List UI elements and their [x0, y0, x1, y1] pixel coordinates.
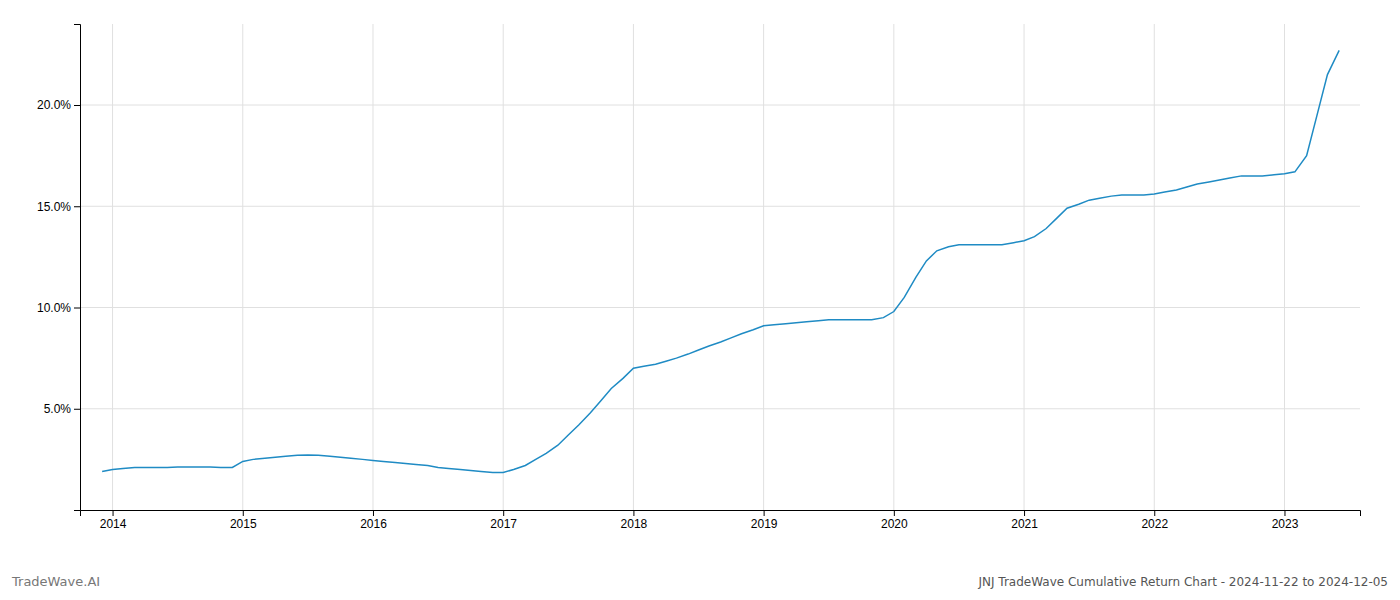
x-tick-label: 2021	[1011, 517, 1038, 531]
x-tick: 2022	[1141, 510, 1168, 531]
y-grid-line	[80, 408, 1360, 409]
x-tick: 2014	[100, 510, 127, 531]
y-axis: 5.0% 10.0% 15.0% 20.0%	[37, 25, 81, 511]
y-tick-label: 5.0%	[44, 402, 72, 416]
x-tick: 2016	[360, 510, 387, 531]
x-grid-line	[893, 24, 894, 510]
y-grid-line	[80, 206, 1360, 207]
x-tick-mark	[894, 510, 895, 516]
x-tick: 2015	[230, 510, 257, 531]
x-tick-mark	[633, 510, 634, 516]
x-grid-line	[372, 24, 373, 510]
x-grid-line	[633, 24, 634, 510]
x-grid-line	[503, 24, 504, 510]
y-tick-label: 15.0%	[37, 200, 71, 214]
x-tick-mark	[243, 510, 244, 516]
line	[102, 50, 1339, 472]
x-tick: 2019	[751, 510, 778, 531]
x-tick-label: 2020	[881, 517, 908, 531]
x-tick-label: 2016	[360, 517, 387, 531]
y-axis-line	[74, 25, 81, 511]
x-grid-line	[242, 24, 243, 510]
x-grid-line	[112, 24, 113, 510]
y-tick: 10.0%	[37, 301, 80, 315]
x-grid-line	[763, 24, 764, 510]
y-tick: 5.0%	[44, 402, 80, 416]
x-grid-line	[1024, 24, 1025, 510]
x-tick-mark	[113, 510, 114, 516]
x-tick-label: 2014	[100, 517, 127, 531]
x-tick-mark	[1284, 510, 1285, 516]
watermark: TradeWave.AI	[11, 574, 100, 589]
x-tick-label: 2022	[1141, 517, 1168, 531]
title: JNJ TradeWave Cumulative Return Chart - …	[978, 575, 1389, 589]
y-tick-mark	[74, 206, 80, 207]
x-tick-mark	[1024, 510, 1025, 516]
plot: 2014 2015 2016 2017 2018 2019 2020 2021 2022 2023…	[37, 24, 1361, 531]
grid	[80, 24, 1360, 510]
x-tick: 2020	[881, 510, 908, 531]
y-tick-mark	[74, 105, 80, 106]
x-axis-line	[81, 511, 1361, 517]
x-axis: 2014 2015 2016 2017 2018 2019 2020 2021 2022 2023	[81, 510, 1361, 531]
x-tick-mark	[764, 510, 765, 516]
y-tick-label: 10.0%	[37, 301, 71, 315]
x-tick: 2021	[1011, 510, 1038, 531]
x-tick: 2018	[621, 510, 648, 531]
y-tick: 20.0%	[37, 98, 80, 112]
x-tick-label: 2015	[230, 517, 257, 531]
y-tick-mark	[74, 308, 80, 309]
x-tick-mark	[373, 510, 374, 516]
x-tick-label: 2019	[751, 517, 778, 531]
x-tick-mark	[503, 510, 504, 516]
x-tick-label: 2018	[621, 517, 648, 531]
x-grid-line	[1154, 24, 1155, 510]
x-tick-label: 2017	[490, 517, 517, 531]
x-tick-label: 2023	[1272, 517, 1299, 531]
chart: 2014 2015 2016 2017 2018 2019 2020 2021 2022 2023…	[0, 0, 1400, 600]
y-grid-line	[80, 307, 1360, 308]
x-tick-mark	[1154, 510, 1155, 516]
x-tick: 2023	[1272, 510, 1299, 531]
series	[102, 50, 1339, 472]
y-grid-line	[80, 105, 1360, 106]
y-tick-label: 20.0%	[37, 98, 71, 112]
y-tick-mark	[74, 409, 80, 410]
y-tick: 15.0%	[37, 200, 80, 214]
x-tick: 2017	[490, 510, 517, 531]
x-grid-line	[1284, 24, 1285, 510]
